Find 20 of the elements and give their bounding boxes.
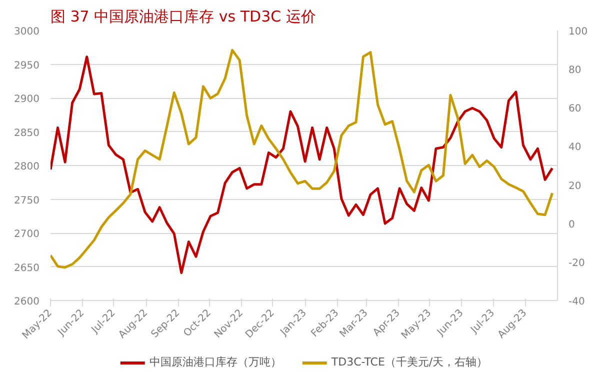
y2-tick-label: 20 bbox=[568, 180, 582, 192]
y2-tick-label: 80 bbox=[568, 65, 582, 76]
chart-title: 图 37 中国原油港口库存 vs TD3C 运价 bbox=[50, 8, 316, 26]
y-tick-label: 2650 bbox=[14, 262, 40, 274]
y-tick-label: 2700 bbox=[14, 229, 40, 240]
y-tick-label: 2800 bbox=[14, 162, 40, 172]
y-tick-label: 2600 bbox=[14, 296, 40, 308]
y-tick-label: 2750 bbox=[14, 195, 40, 206]
y2-tick-label: -20 bbox=[568, 258, 585, 269]
y2-tick-label: 40 bbox=[568, 142, 582, 154]
y2-tick-label: 60 bbox=[568, 104, 582, 115]
y-tick-label: 2900 bbox=[14, 94, 40, 105]
y2-tick-label: 0 bbox=[568, 219, 575, 230]
y-tick-label: 3000 bbox=[14, 26, 40, 38]
y2-tick-label: 100 bbox=[568, 26, 588, 38]
y-tick-label: 2950 bbox=[14, 60, 40, 72]
y2-tick-label: -40 bbox=[568, 296, 585, 308]
y-tick-label: 2850 bbox=[14, 128, 40, 139]
legend-label: 中国原油港口库存（万吨） bbox=[149, 354, 282, 370]
legend-label: TD3C-TCE（千美元/天，右轴） bbox=[331, 354, 488, 370]
